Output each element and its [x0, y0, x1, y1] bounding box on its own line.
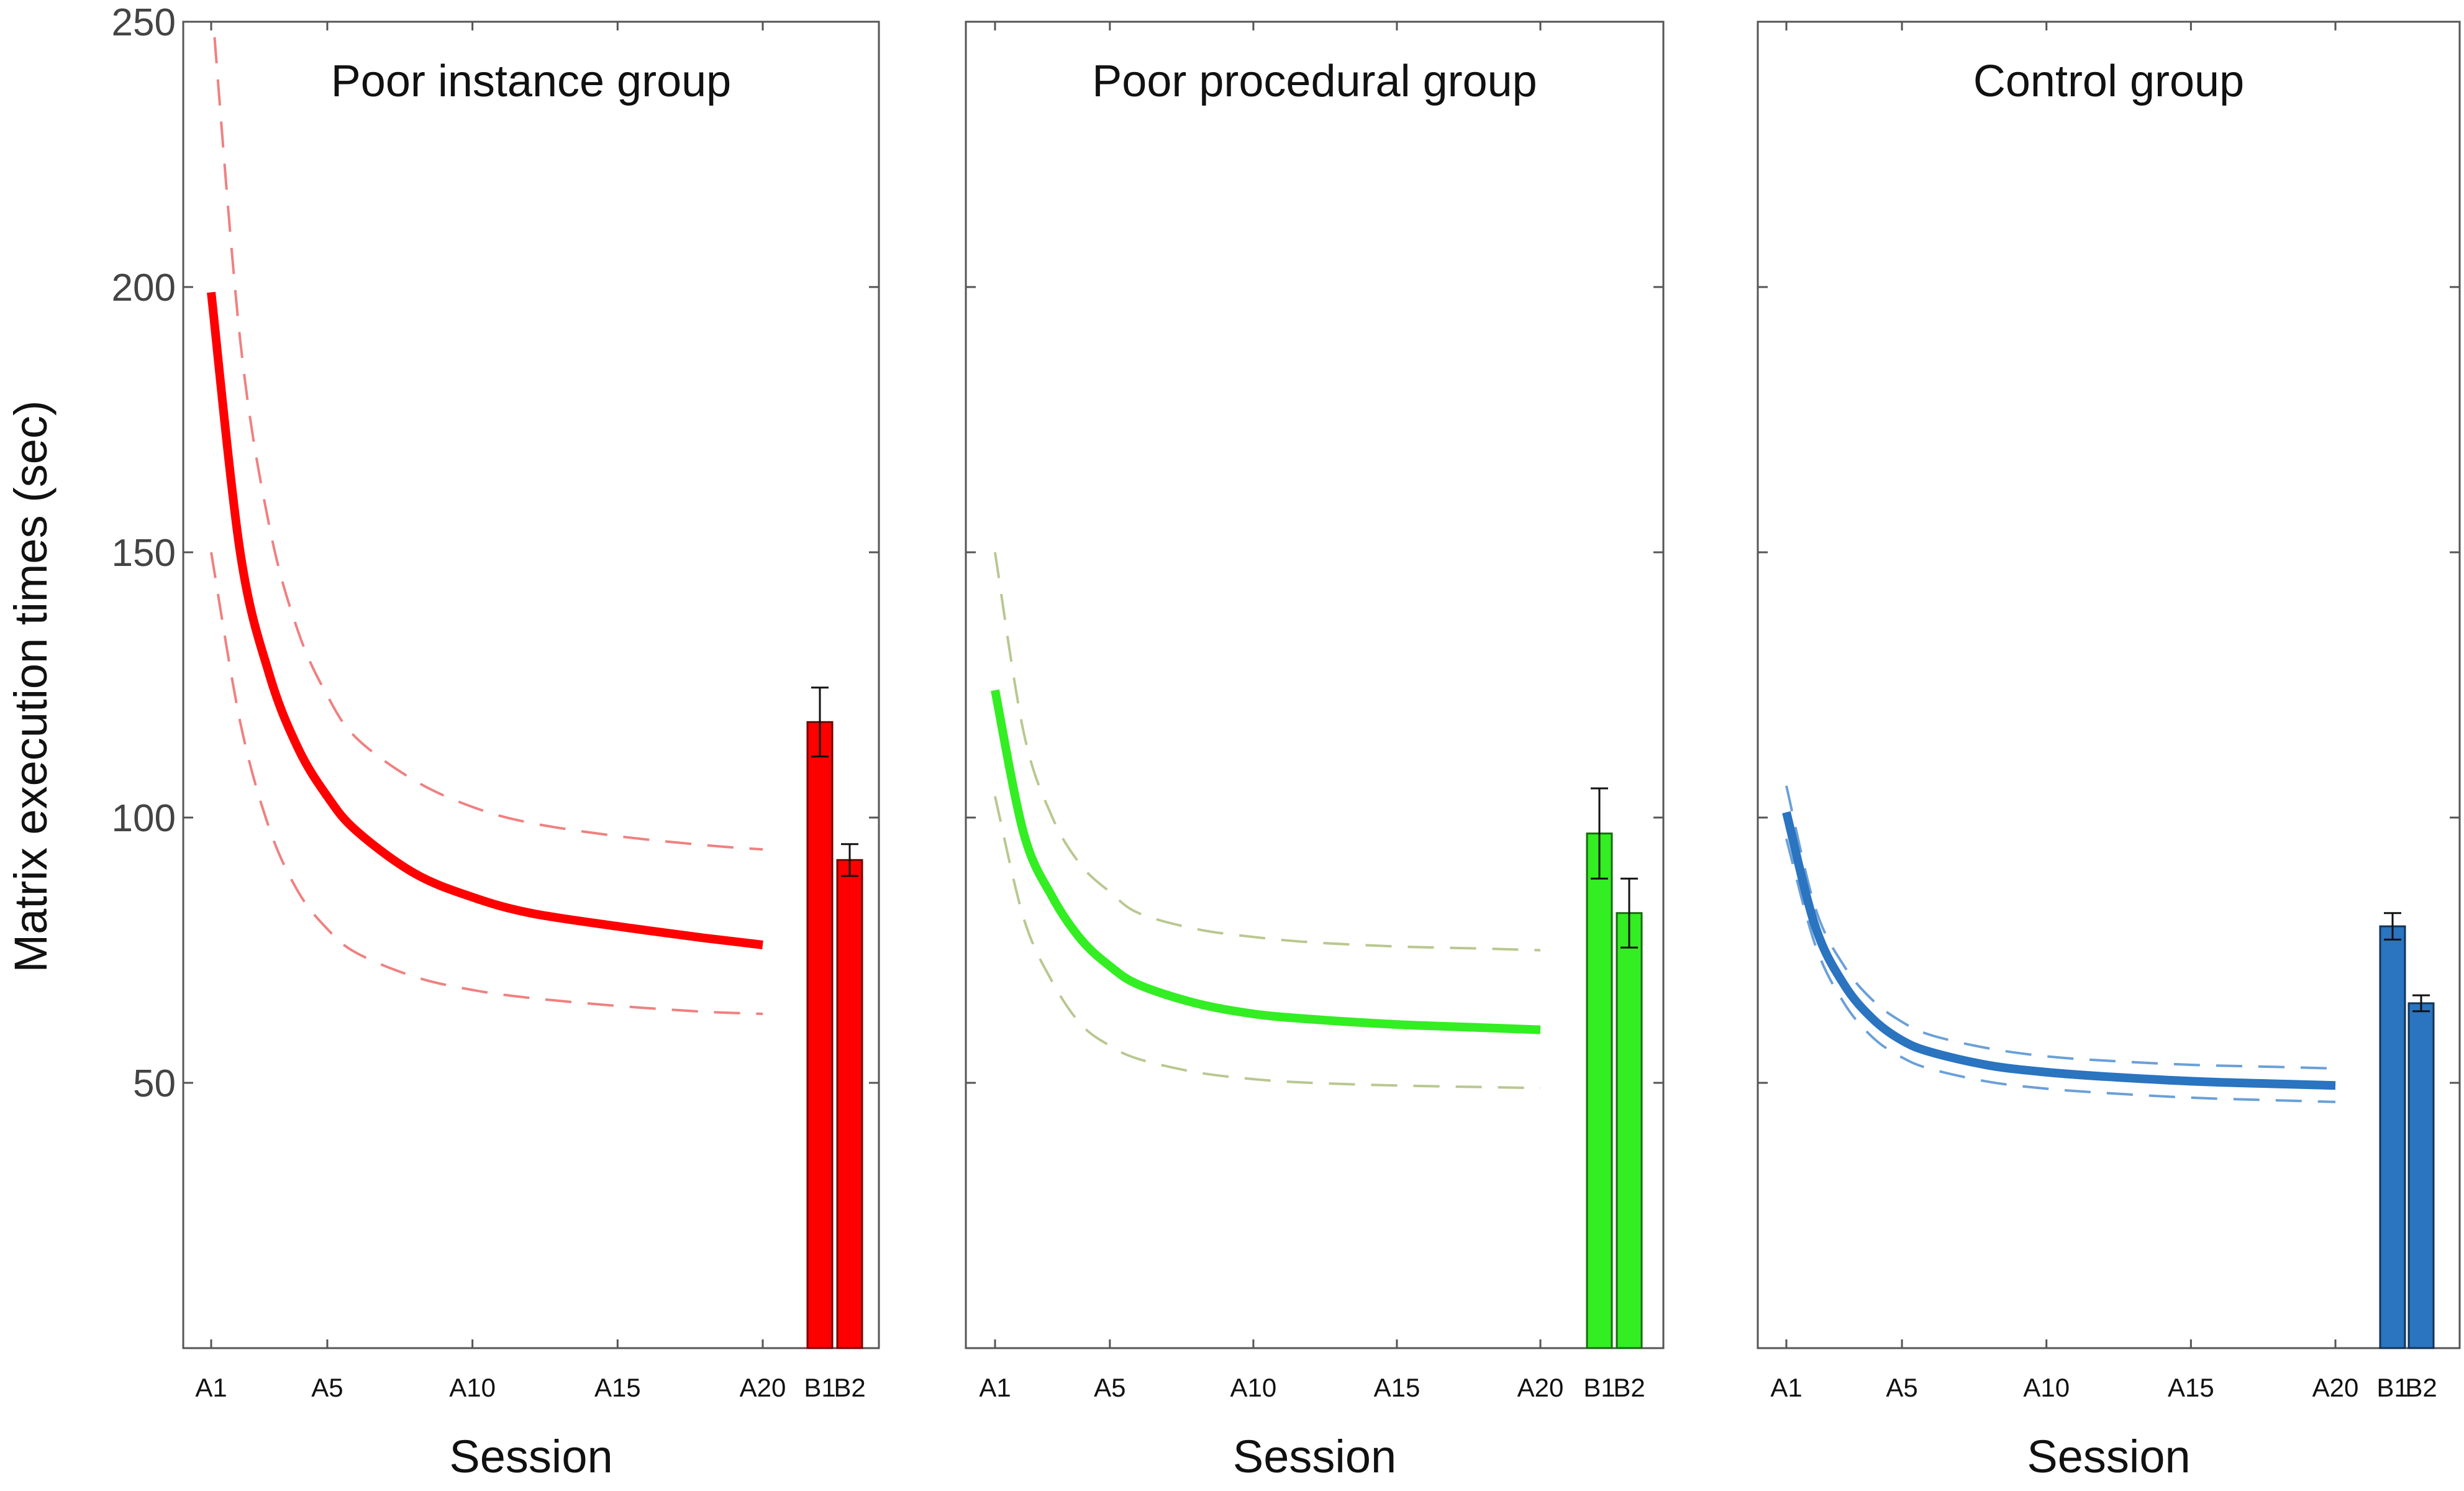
panel-frame — [965, 21, 1665, 1349]
y-tick-label: 250 — [112, 1, 176, 44]
x-tick-label: A10 — [449, 1373, 496, 1402]
panel-title: Control group — [1973, 57, 2244, 106]
x-tick-label: B1 — [804, 1373, 835, 1402]
panel-title: Poor procedural group — [1092, 57, 1537, 106]
x-tick-label: B1 — [1583, 1373, 1615, 1402]
x-tick-label: A15 — [594, 1373, 641, 1402]
y-tick-label: 200 — [112, 267, 176, 309]
panel-frame — [182, 21, 880, 1349]
x-tick-label: B2 — [2405, 1373, 2437, 1402]
ci-lower-line — [994, 796, 1541, 1090]
ci-upper-line — [994, 552, 1541, 952]
x-tick-label: A5 — [1886, 1373, 1917, 1402]
bar-B1 — [806, 721, 834, 1349]
bar-B2 — [836, 859, 863, 1349]
x-tick-label: A1 — [195, 1373, 227, 1402]
mean-fit-line — [991, 689, 1541, 1034]
bar-B2 — [2407, 1002, 2435, 1349]
y-tick-label: 150 — [112, 532, 176, 575]
curves — [207, 22, 763, 1015]
bar-B1 — [2379, 925, 2406, 1349]
x-tick-label: B1 — [2376, 1373, 2408, 1402]
x-tick-label: A20 — [2312, 1373, 2359, 1402]
x-tick-label: A15 — [2168, 1373, 2214, 1402]
x-axis-label: Session — [449, 1431, 612, 1482]
ci-upper-line — [1785, 785, 2336, 1070]
x-tick-label: A20 — [740, 1373, 786, 1402]
curves — [1782, 785, 2336, 1103]
x-tick-label: A10 — [2023, 1373, 2070, 1402]
x-tick-label: A1 — [979, 1373, 1011, 1402]
ci-lower-line — [210, 552, 763, 1015]
y-tick-label: 100 — [112, 797, 176, 840]
y-axis-label: Matrix execution times (sec) — [5, 400, 57, 972]
x-axis-label: Session — [1233, 1431, 1396, 1482]
ci-upper-line — [212, 22, 763, 851]
x-tick-label: A15 — [1374, 1373, 1421, 1402]
panel-frame — [1757, 21, 2461, 1349]
curves — [991, 552, 1541, 1090]
bar-B1 — [1586, 832, 1613, 1349]
x-tick-label: A1 — [1770, 1373, 1802, 1402]
bar-B2 — [1616, 912, 1643, 1349]
x-tick-label: A5 — [1094, 1373, 1125, 1402]
x-tick-label: A10 — [1230, 1373, 1277, 1402]
panel-title: Poor instance group — [331, 57, 731, 106]
x-axis-label: Session — [2027, 1431, 2190, 1482]
x-tick-label: B2 — [1613, 1373, 1645, 1402]
x-tick-label: A5 — [311, 1373, 343, 1402]
ci-lower-line — [1785, 838, 2336, 1103]
y-tick-label: 50 — [133, 1062, 176, 1105]
x-tick-label: A20 — [1517, 1373, 1564, 1402]
mean-fit-line — [207, 291, 763, 949]
mean-fit-line — [1782, 811, 2336, 1090]
x-tick-label: B2 — [834, 1373, 865, 1402]
